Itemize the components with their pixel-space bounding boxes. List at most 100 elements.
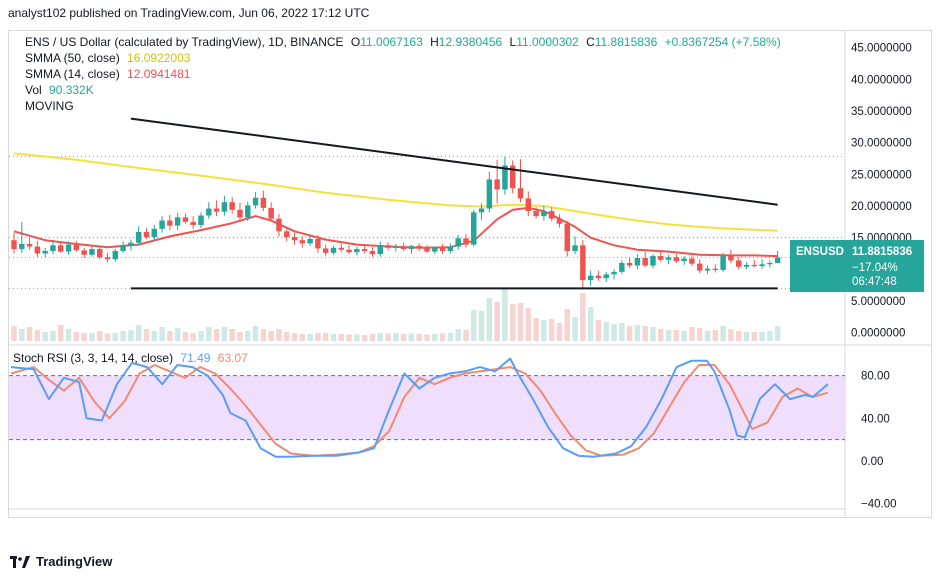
volume-bar xyxy=(720,326,726,341)
volume-bar xyxy=(128,330,134,341)
volume-bar xyxy=(260,329,267,341)
price-axis-tick-label: 45.0000000 xyxy=(851,43,912,55)
volume-bar xyxy=(276,329,282,341)
volume-bar xyxy=(268,331,274,341)
candle-body xyxy=(135,231,142,243)
volume-bar xyxy=(112,333,119,341)
volume-bar xyxy=(400,334,407,341)
volume-bar xyxy=(728,329,734,341)
candle-body xyxy=(478,208,485,213)
volume-bar xyxy=(237,332,243,341)
volume-bar xyxy=(151,331,157,341)
volume-bar xyxy=(486,298,493,341)
candle-body xyxy=(509,165,516,189)
candle-body xyxy=(455,238,461,247)
volume-bar xyxy=(198,331,204,341)
volume-bar xyxy=(471,310,477,341)
volume-bar xyxy=(104,333,111,341)
candle-body xyxy=(432,247,438,252)
candle-body xyxy=(112,250,119,260)
candle-body xyxy=(167,220,173,226)
volume-bar xyxy=(167,331,173,341)
moving-label: MOVING xyxy=(25,99,74,113)
volume-bar xyxy=(96,331,103,341)
price-axis-tick-label: 30.0000000 xyxy=(851,138,912,150)
candle-body xyxy=(159,220,165,229)
candle-body xyxy=(751,264,758,267)
candle-body xyxy=(439,247,446,251)
volume-bar xyxy=(322,333,329,341)
price-tag-symbol: ENSUSD xyxy=(796,246,844,258)
volume-bar xyxy=(751,332,758,341)
volume-bar xyxy=(245,331,251,341)
volume-value: 90.332K xyxy=(49,83,94,97)
candle-body xyxy=(712,268,719,270)
price-axis-tick-label: 20.0000000 xyxy=(851,201,912,213)
candle-body xyxy=(361,249,368,251)
tradingview-logo-icon xyxy=(10,555,30,568)
candle-body xyxy=(611,271,617,275)
volume-bar xyxy=(229,329,235,341)
volume-bar xyxy=(478,311,485,341)
candle-body xyxy=(346,249,352,253)
volume-bar xyxy=(11,326,17,341)
candle-body xyxy=(447,246,454,251)
chart-canvas[interactable]: 45.0000000 40.0000000 35.0000000 30.0000000… xyxy=(9,31,931,517)
candle-body xyxy=(369,250,376,255)
stoch-k-line xyxy=(10,357,829,458)
smma-50-line xyxy=(13,152,778,232)
candle-body xyxy=(400,246,407,250)
candle-body xyxy=(689,258,695,264)
sma50-value: 16.0922003 xyxy=(127,51,191,65)
stoch-band xyxy=(9,375,845,440)
volume-bar xyxy=(213,329,220,341)
volume-bar xyxy=(299,334,306,341)
volume-bar xyxy=(120,331,126,341)
chart-panel[interactable]: 45.0000000 40.0000000 35.0000000 30.0000000… xyxy=(8,30,932,518)
candle-body xyxy=(525,198,532,212)
volume-bar xyxy=(330,334,337,341)
volume-bar xyxy=(533,318,539,341)
sma14-legend: SMMA (14, close) 12.0941481 xyxy=(25,67,194,81)
candle-body xyxy=(96,249,103,258)
candle-body xyxy=(315,238,321,249)
candle-body xyxy=(42,250,48,254)
volume-bar xyxy=(221,327,228,341)
candle-body xyxy=(284,231,290,238)
candle-body xyxy=(642,257,648,266)
close-value: 11.8815836 xyxy=(594,35,658,49)
volume-bar xyxy=(509,304,516,341)
candle-body xyxy=(307,238,313,244)
volume-bar xyxy=(564,309,570,341)
candle-body xyxy=(619,263,625,272)
change-value: +0.8367254 (+7.58%) xyxy=(664,35,781,49)
candle-body xyxy=(556,218,563,224)
volume-bar xyxy=(759,332,765,341)
candle-body xyxy=(120,245,126,251)
candle-body xyxy=(377,245,383,255)
volume-bar xyxy=(143,329,150,341)
candle-body xyxy=(245,205,251,218)
volume-bar xyxy=(502,289,508,341)
volume-bar xyxy=(174,328,181,341)
publisher-header: analyst102 published on TradingView.com,… xyxy=(8,6,370,20)
volume-bar xyxy=(291,333,298,341)
price-axis-tick-label: 0.0000000 xyxy=(851,328,905,340)
candle-body xyxy=(728,256,734,261)
candle-body xyxy=(128,242,134,246)
candle-body xyxy=(151,228,157,238)
candle-body xyxy=(221,202,228,212)
volume-bar xyxy=(447,332,454,341)
volume-bar xyxy=(704,331,711,341)
volume-bar xyxy=(50,331,56,341)
candle-body xyxy=(276,218,282,232)
volume-bar xyxy=(385,333,391,341)
candle-body xyxy=(634,257,641,266)
volume-bar xyxy=(603,322,609,341)
footer-brand[interactable]: TradingView xyxy=(10,554,112,569)
volume-bar xyxy=(463,330,469,341)
volume-bar xyxy=(439,333,446,341)
candle-body xyxy=(681,258,687,262)
volume-bar xyxy=(658,329,664,341)
candle-body xyxy=(665,257,672,260)
